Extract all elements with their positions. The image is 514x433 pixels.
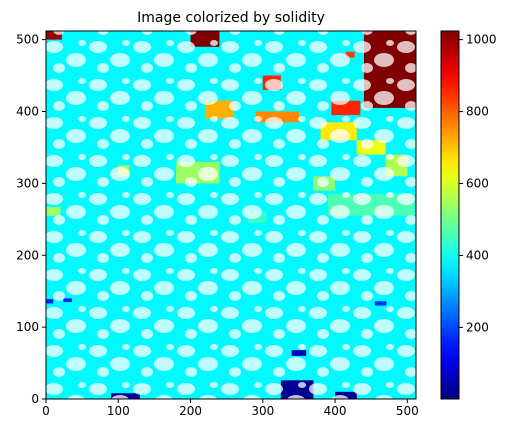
colorbar-ticks: 200 400 600 800 1000 xyxy=(459,33,497,334)
x-tick-label: 300 xyxy=(251,404,274,418)
x-tick-label: 200 xyxy=(179,404,202,418)
x-tick-label: 500 xyxy=(396,404,419,418)
y-tick-label: 100 xyxy=(16,320,39,334)
y-tick-label: 0 xyxy=(31,392,39,406)
x-tick-label: 100 xyxy=(107,404,130,418)
y-tick-label: 200 xyxy=(16,248,39,262)
x-tick-label: 0 xyxy=(42,404,50,418)
x-axis: 0 100 200 300 400 500 xyxy=(42,399,419,418)
x-tick-label: 400 xyxy=(324,404,347,418)
y-tick-label: 400 xyxy=(16,105,39,119)
colorbar-tick-label: 600 xyxy=(466,177,489,191)
plot-frame xyxy=(45,30,417,400)
colorbar-tick-label: 800 xyxy=(466,105,489,119)
colorbar-tick-label: 1000 xyxy=(466,33,497,47)
heatmap-plot-area xyxy=(46,31,416,399)
colorbar: 200 400 600 800 1000 xyxy=(440,30,497,400)
y-tick-label: 500 xyxy=(16,33,39,47)
colorbar-gradient xyxy=(440,30,460,400)
background-gaps xyxy=(46,31,416,399)
y-tick-label: 300 xyxy=(16,176,39,190)
y-axis: 0 100 200 300 400 500 xyxy=(16,33,46,406)
chart-title: Image colorized by solidity xyxy=(137,10,325,26)
colorbar-tick-label: 400 xyxy=(466,248,489,262)
colorbar-tick-label: 200 xyxy=(466,320,489,334)
